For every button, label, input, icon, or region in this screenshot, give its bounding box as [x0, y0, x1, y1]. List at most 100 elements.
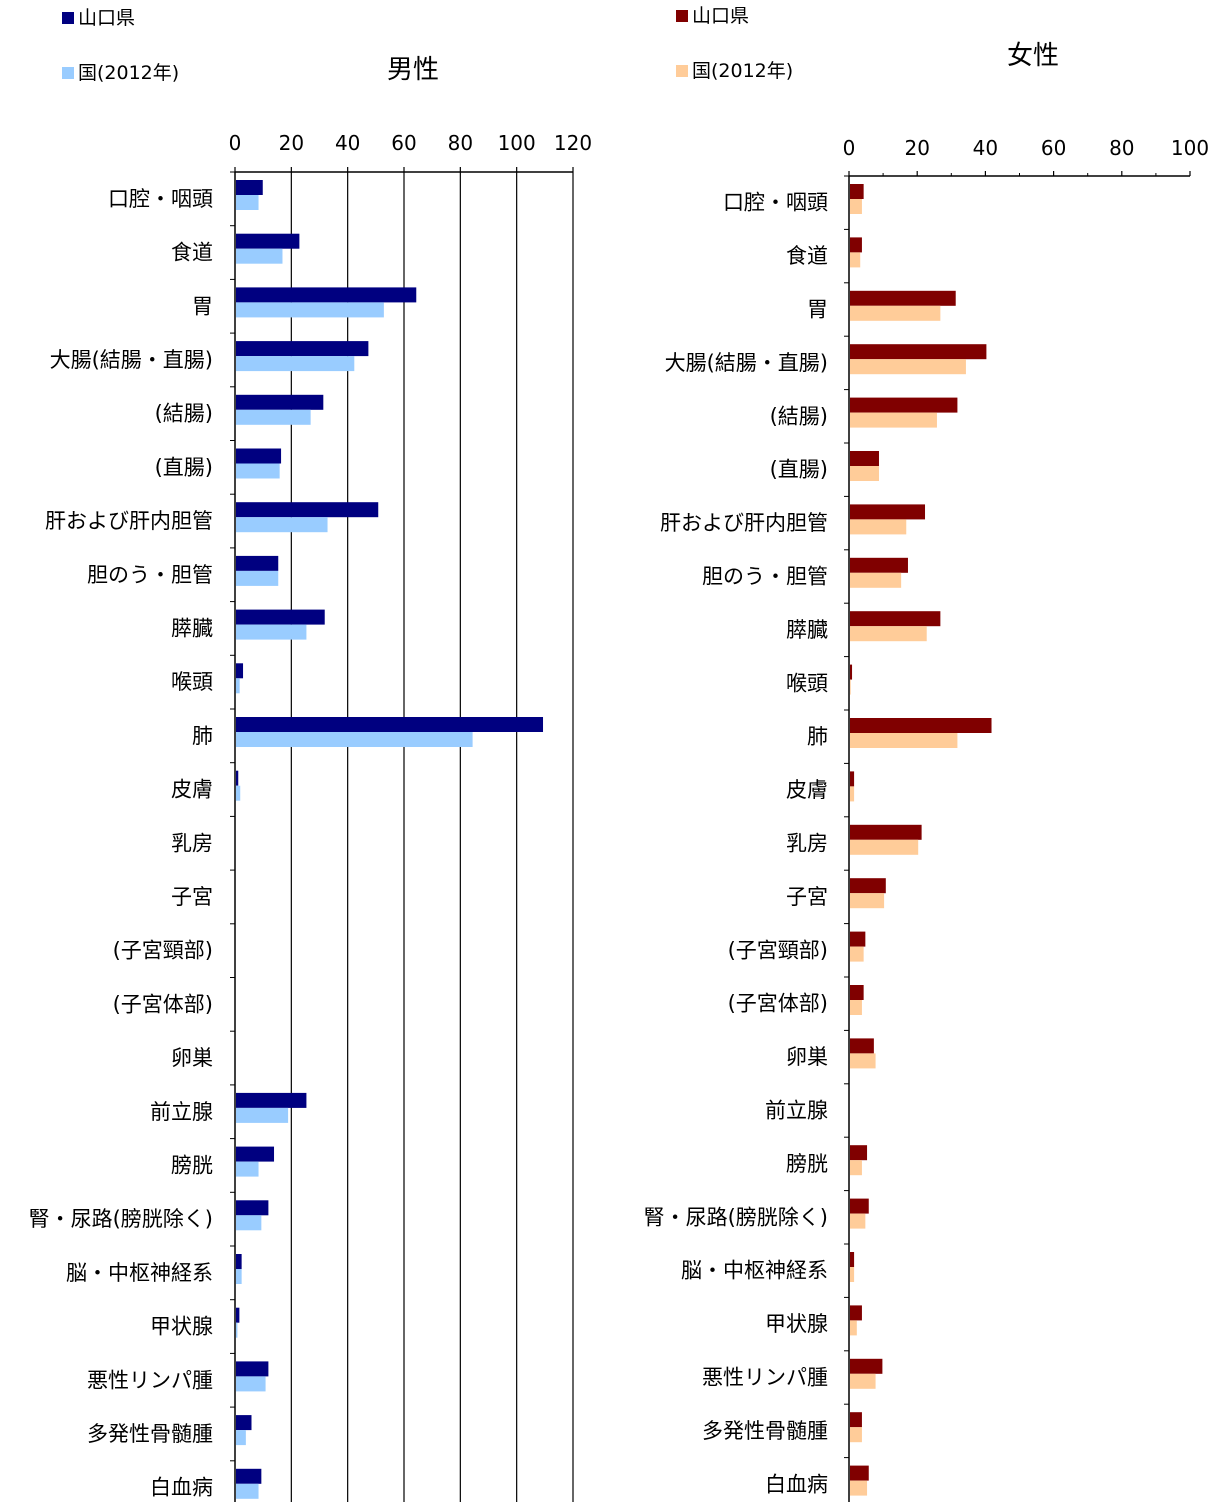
bar-national	[236, 195, 259, 210]
bar-yamaguchi	[236, 233, 300, 249]
bar-yamaguchi	[850, 451, 879, 466]
bar-national	[236, 1322, 238, 1338]
category-label: 皮膚	[786, 778, 828, 802]
category-label: 喉頭	[171, 670, 213, 694]
category-label: 大腸(結腸・直腸)	[665, 351, 828, 375]
category-label: 悪性リンパ腫	[87, 1368, 213, 1392]
category-label: (子宮頸部)	[728, 938, 828, 962]
x-tick-label: 100	[498, 131, 536, 155]
bar-yamaguchi	[236, 1415, 252, 1431]
category-label: 肝および肝内胆管	[45, 509, 213, 533]
bar-national	[236, 1430, 246, 1446]
legend-label: 山口県	[692, 5, 749, 27]
bar-yamaguchi	[850, 1198, 869, 1214]
bar-national	[236, 678, 240, 694]
bar-national	[850, 412, 937, 428]
x-tick-label: 100	[1171, 136, 1208, 160]
chart-title: 男性	[387, 55, 439, 85]
bar-yamaguchi	[236, 663, 244, 679]
bar-national	[236, 356, 355, 372]
category-label: 子宮	[171, 885, 213, 909]
bar-yamaguchi	[236, 448, 282, 464]
category-label: 胃	[807, 298, 828, 322]
bar-national	[850, 946, 864, 962]
bar-yamaguchi	[850, 1252, 855, 1267]
bar-national	[850, 305, 941, 321]
bar-yamaguchi	[236, 341, 369, 357]
x-tick-label: 80	[1109, 136, 1134, 160]
category-label: 食道	[786, 244, 828, 268]
category-label: 甲状腺	[765, 1312, 828, 1336]
bar-yamaguchi	[850, 664, 853, 680]
legend-swatch	[676, 10, 688, 22]
category-label: 食道	[171, 241, 213, 265]
bar-yamaguchi	[850, 931, 866, 947]
category-label: 肝および肝内胆管	[660, 511, 828, 535]
bar-yamaguchi	[850, 344, 987, 360]
legend-swatch	[62, 67, 74, 79]
category-label: 甲状腺	[150, 1315, 213, 1339]
bar-national	[850, 359, 966, 375]
category-label: (結腸)	[155, 402, 213, 426]
chart-title: 女性	[1007, 41, 1059, 71]
legend-swatch	[676, 65, 688, 77]
x-tick-label: 20	[279, 131, 304, 155]
bar-national	[850, 1427, 862, 1443]
bar-yamaguchi	[850, 1038, 874, 1054]
bar-national	[236, 1483, 259, 1499]
bar-yamaguchi	[236, 555, 279, 571]
category-label: 脳・中枢神経系	[681, 1259, 828, 1283]
bar-yamaguchi	[850, 237, 862, 253]
bar-national	[850, 839, 919, 855]
bar-yamaguchi	[236, 717, 544, 732]
category-label: 胆のう・胆管	[87, 563, 213, 587]
bar-yamaguchi	[236, 609, 325, 625]
bar-national	[236, 570, 279, 586]
category-label: 子宮	[786, 885, 828, 909]
category-label: 腎・尿路(膀胱除く)	[29, 1207, 213, 1231]
bar-national	[236, 248, 283, 264]
category-label: 腎・尿路(膀胱除く)	[644, 1205, 828, 1229]
category-label: 乳房	[171, 831, 213, 855]
category-label: 多発性骨髄腫	[702, 1419, 828, 1443]
legend-label: 国(2012年)	[78, 62, 179, 84]
x-tick-label: 0	[843, 136, 856, 160]
category-label: (直腸)	[770, 458, 828, 482]
bar-yamaguchi	[236, 502, 379, 518]
bar-yamaguchi	[236, 1200, 269, 1216]
bar-national	[850, 519, 907, 535]
bar-national	[850, 786, 855, 802]
x-tick-label: 20	[904, 136, 929, 160]
x-tick-label: 0	[229, 131, 242, 155]
bar-national	[236, 302, 384, 318]
bar-yamaguchi	[236, 1361, 269, 1377]
bar-yamaguchi	[850, 557, 908, 573]
category-label: 前立腺	[150, 1100, 213, 1124]
legend-label: 国(2012年)	[692, 60, 793, 82]
bar-yamaguchi	[236, 1468, 262, 1484]
bar-national	[236, 517, 328, 533]
category-label: 悪性リンパ腫	[702, 1366, 828, 1390]
bar-national	[236, 1376, 266, 1392]
x-tick-label: 60	[1041, 136, 1066, 160]
category-label: 卵巣	[786, 1045, 828, 1069]
bar-yamaguchi	[236, 180, 263, 195]
category-label: 口腔・咽頭	[723, 191, 828, 215]
bar-national	[236, 785, 241, 801]
bar-yamaguchi	[850, 1145, 868, 1161]
bar-national	[850, 893, 885, 909]
legend-label: 山口県	[78, 7, 135, 29]
x-tick-label: 80	[448, 131, 473, 155]
category-label: 膀胱	[786, 1152, 828, 1176]
category-label: 前立腺	[765, 1099, 828, 1123]
bar-yamaguchi	[850, 611, 941, 627]
bar-yamaguchi	[850, 771, 855, 787]
bar-yamaguchi	[850, 504, 926, 520]
category-label: 卵巣	[171, 1046, 213, 1070]
x-tick-label: 120	[554, 131, 592, 155]
bar-national	[850, 1000, 862, 1015]
category-label: 口腔・咽頭	[108, 187, 213, 211]
bar-yamaguchi	[850, 184, 864, 199]
